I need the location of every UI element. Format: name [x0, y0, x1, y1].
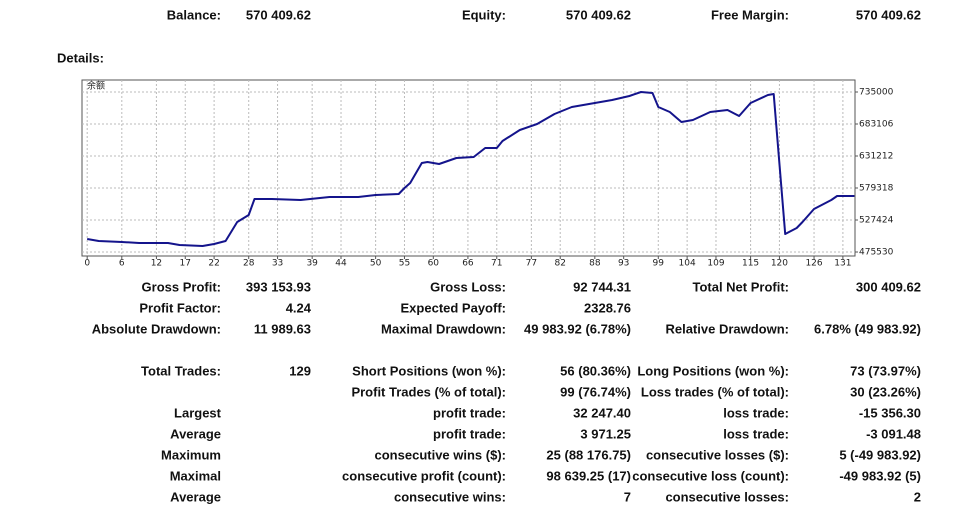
x-tick-label: 126 [805, 259, 822, 269]
stat-value: -49 983.92 (5) [839, 468, 921, 483]
x-tick-label: 131 [834, 259, 851, 269]
stat-label: Maximum [161, 447, 221, 462]
stat-value: 3 971.25 [580, 426, 631, 441]
stat-label: profit trade: [433, 405, 506, 420]
stat-label: Gross Loss: [430, 279, 506, 294]
x-tick-label: 77 [526, 259, 537, 269]
summary-value: 570 409.62 [856, 7, 921, 22]
stat-label: Total Net Profit: [692, 279, 789, 294]
x-tick-label: 99 [653, 259, 665, 269]
y-tick-label: 527424 [859, 215, 894, 225]
x-tick-label: 120 [771, 259, 788, 269]
stat-label: Maximal Drawdown: [381, 321, 506, 336]
x-tick-label: 60 [428, 259, 440, 269]
stat-value: 129 [289, 363, 311, 378]
stat-label: Long Positions (won %): [637, 363, 789, 378]
details-label: Details: [57, 50, 104, 65]
stat-value: 6.78% (49 983.92) [814, 321, 921, 336]
stat-label: Absolute Drawdown: [92, 321, 221, 336]
stat-label: loss trade: [723, 426, 789, 441]
stat-label: Total Trades: [141, 363, 221, 378]
stat-label: consecutive profit (count): [342, 468, 506, 483]
x-tick-label: 17 [180, 259, 191, 269]
stat-value: 11 989.63 [254, 321, 311, 336]
stat-label: Short Positions (won %): [352, 363, 506, 378]
stat-value: 2 [914, 489, 921, 504]
stat-value: 300 409.62 [856, 279, 921, 294]
stat-value: 25 (88 176.75) [546, 447, 631, 462]
stat-label: profit trade: [433, 426, 506, 441]
stat-value: 7 [624, 489, 631, 504]
x-tick-label: 115 [742, 259, 759, 269]
stat-label: consecutive wins: [394, 489, 506, 504]
y-tick-label: 579318 [859, 183, 894, 193]
x-tick-label: 12 [151, 259, 162, 269]
summary-value: 570 409.62 [566, 7, 631, 22]
stat-label: Gross Profit: [142, 279, 221, 294]
summary-label: Equity: [462, 7, 506, 22]
stat-value: 56 (80.36%) [560, 363, 631, 378]
y-tick-label: 735000 [859, 87, 894, 97]
x-tick-label: 93 [618, 259, 629, 269]
stat-value: -3 091.48 [866, 426, 921, 441]
stat-value: 73 (73.97%) [850, 363, 921, 378]
stat-value: 98 639.25 (17) [546, 468, 631, 483]
x-tick-label: 6 [119, 259, 125, 269]
x-tick-label: 33 [272, 259, 283, 269]
stat-value: 49 983.92 (6.78%) [524, 321, 631, 336]
stat-label: consecutive wins ($): [375, 447, 506, 462]
x-tick-label: 66 [462, 259, 474, 269]
stat-value: 5 (-49 983.92) [839, 447, 921, 462]
x-tick-label: 104 [679, 259, 696, 269]
stat-label: Profit Factor: [139, 300, 221, 315]
stat-value: 4.24 [286, 300, 312, 315]
stat-label: loss trade: [723, 405, 789, 420]
x-tick-label: 55 [399, 259, 410, 269]
stat-value: 92 744.31 [573, 279, 631, 294]
stat-label: Loss trades (% of total): [641, 384, 789, 399]
stat-label: Profit Trades (% of total): [351, 384, 506, 399]
y-tick-label: 631212 [859, 151, 893, 161]
stat-label: Expected Payoff: [401, 300, 506, 315]
x-tick-label: 109 [707, 259, 724, 269]
summary-label: Balance: [167, 7, 221, 22]
x-tick-label: 22 [208, 259, 219, 269]
stat-value: -15 356.30 [859, 405, 921, 420]
stat-value: 32 247.40 [573, 405, 631, 420]
x-tick-label: 39 [306, 259, 318, 269]
stat-label: consecutive loss (count): [632, 468, 789, 483]
x-tick-label: 71 [491, 259, 502, 269]
y-tick-label: 475530 [859, 247, 894, 257]
stat-value: 393 153.93 [246, 279, 311, 294]
chart-frame [81, 79, 856, 257]
y-tick-label: 683106 [859, 119, 894, 129]
summary-label: Free Margin: [711, 7, 789, 22]
stat-label: consecutive losses ($): [646, 447, 789, 462]
x-tick-label: 88 [589, 259, 601, 269]
x-tick-label: 0 [84, 259, 90, 269]
stat-value: 2328.76 [584, 300, 631, 315]
stat-label: Largest [174, 405, 222, 420]
x-tick-label: 44 [335, 259, 347, 269]
stat-label: Maximal [170, 468, 221, 483]
x-tick-label: 82 [554, 259, 565, 269]
stat-label: consecutive losses: [665, 489, 789, 504]
stat-label: Average [170, 426, 221, 441]
stat-label: Relative Drawdown: [665, 321, 789, 336]
x-tick-label: 28 [243, 259, 255, 269]
balance-line [87, 91, 855, 247]
summary-value: 570 409.62 [246, 7, 311, 22]
stat-value: 99 (76.74%) [560, 384, 631, 399]
chart-title: 余额 [87, 80, 105, 92]
stat-label: Average [170, 489, 221, 504]
x-tick-label: 50 [370, 259, 382, 269]
stat-value: 30 (23.26%) [850, 384, 921, 399]
